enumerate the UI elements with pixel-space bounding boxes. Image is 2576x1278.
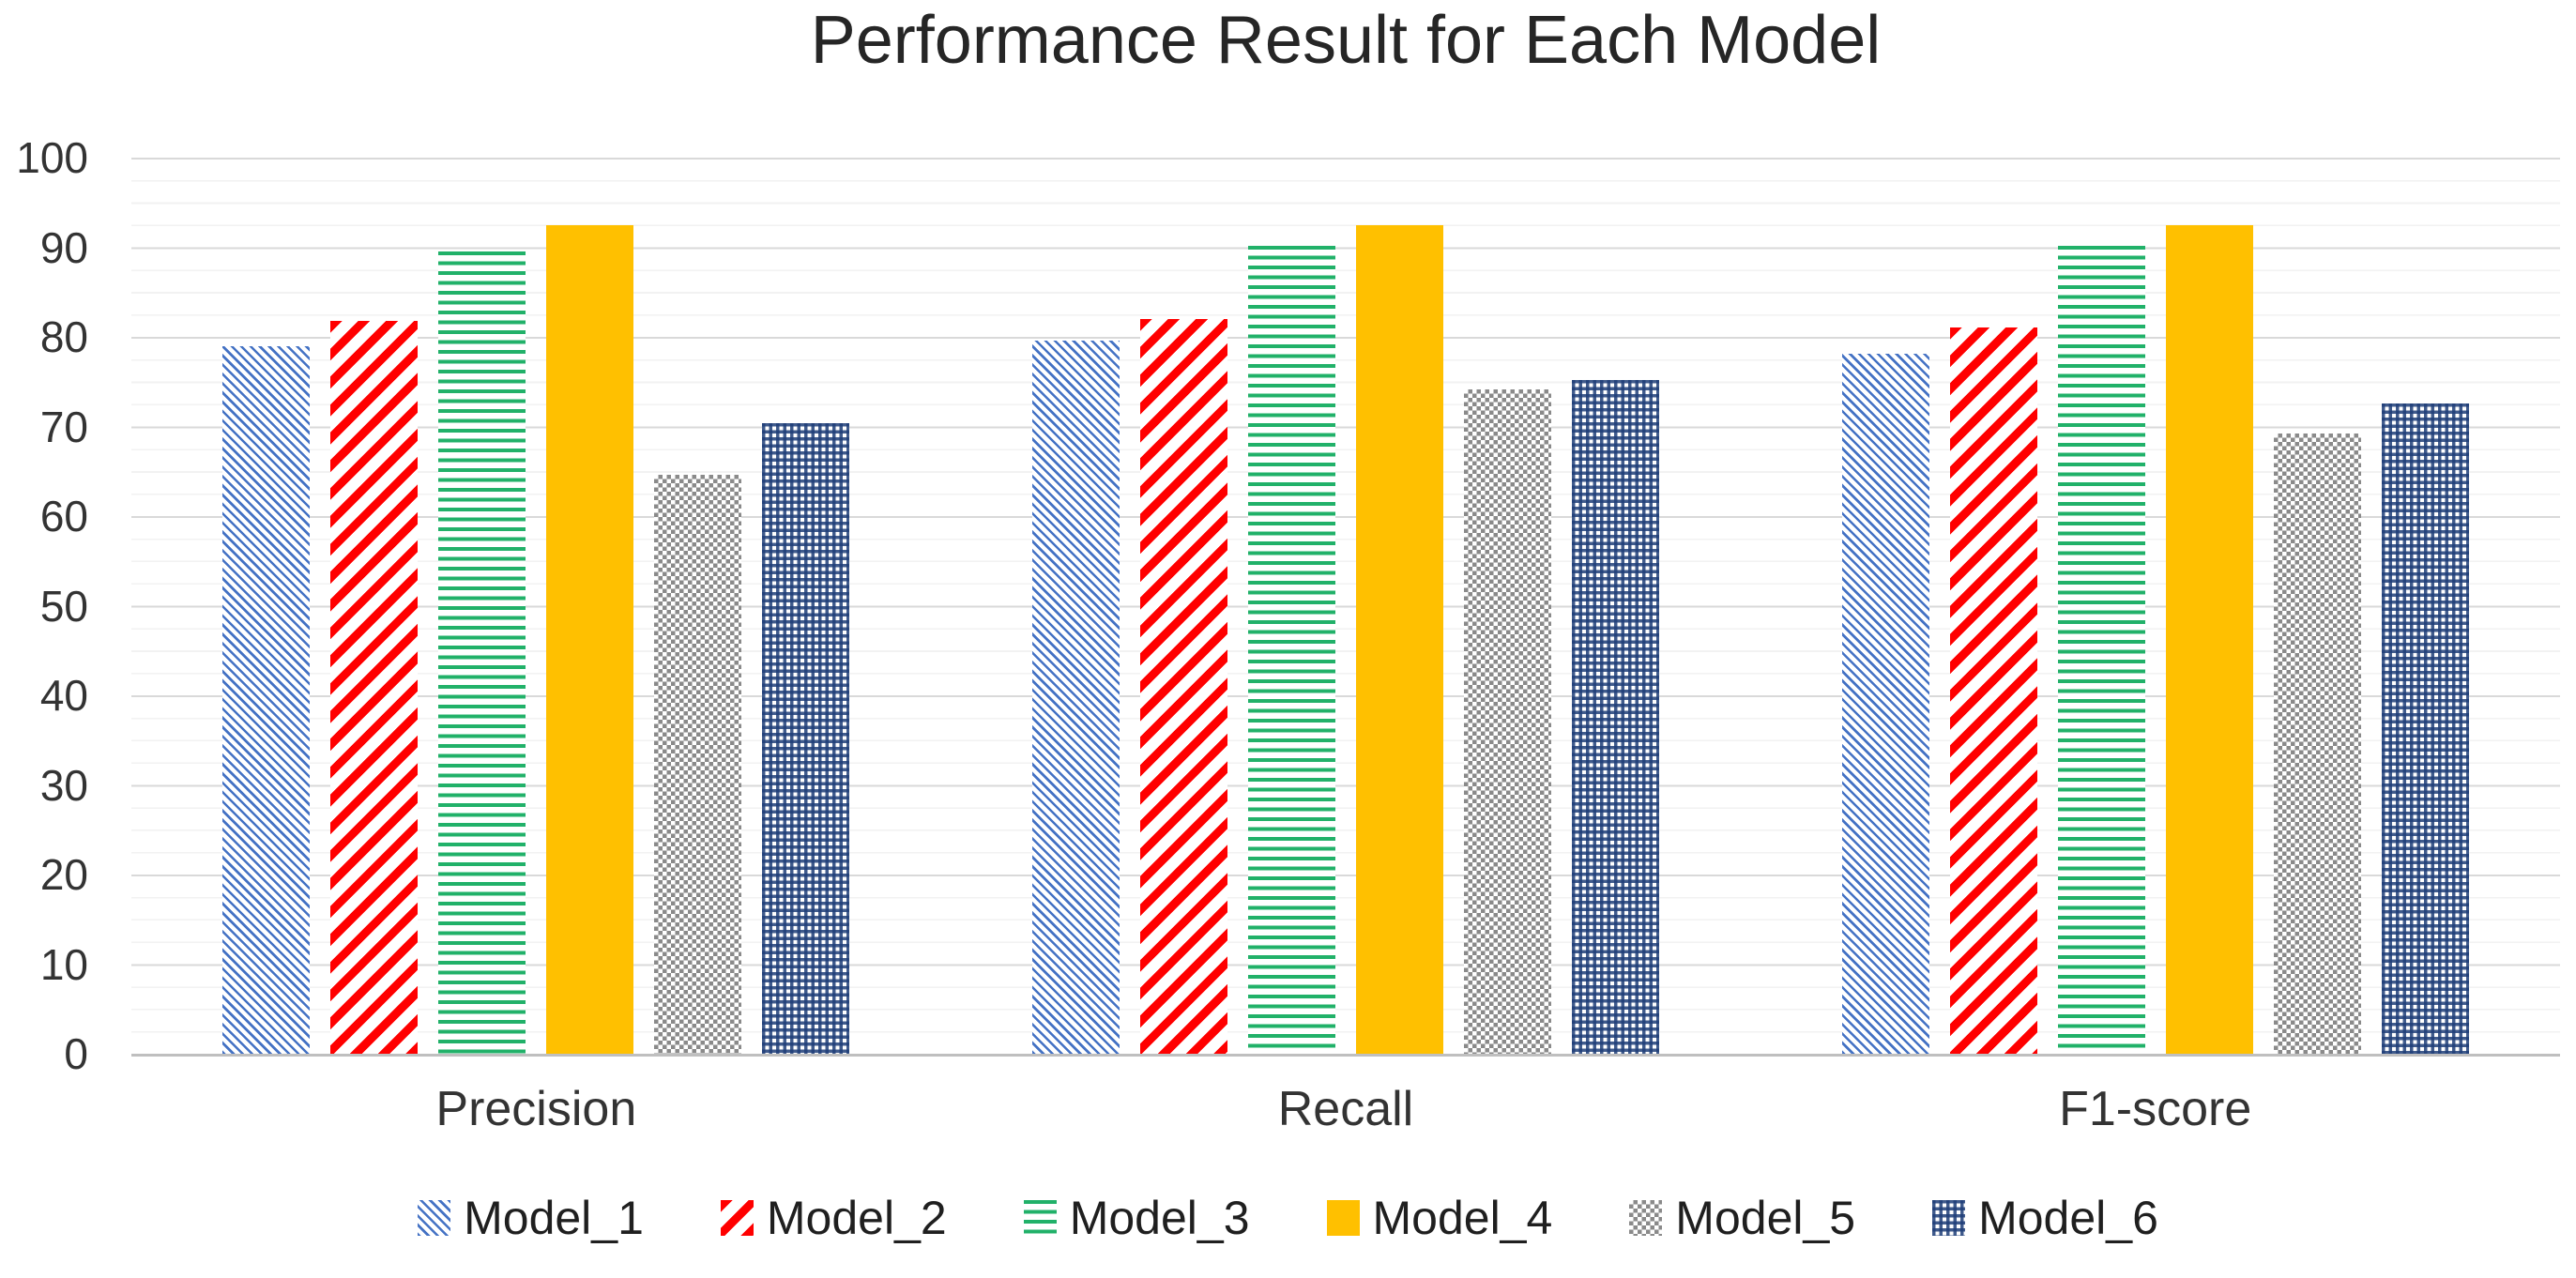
bar-model_6-precision [762, 422, 850, 1054]
legend-label-model_1: Model_1 [464, 1192, 644, 1244]
y-tick-label-100: 100 [16, 133, 88, 182]
y-tick-label-40: 40 [39, 671, 88, 720]
bar-model_1-f1-score [1841, 354, 1929, 1054]
legend-label-model_5: Model_5 [1675, 1192, 1856, 1244]
bar-model_2-precision [330, 320, 419, 1054]
y-tick-label-30: 30 [39, 760, 88, 810]
y-tick-label-0: 0 [64, 1029, 88, 1078]
legend-label-model_4: Model_4 [1372, 1192, 1553, 1244]
bar-model_4-recall [1356, 224, 1443, 1054]
legend-swatch-model_1 [418, 1200, 451, 1236]
legend-swatch-model_5 [1629, 1200, 1663, 1236]
legend: Model_1 Model_2 Model_3 Model_4 Model_5 Model… [0, 1190, 2576, 1246]
y-tick-label-70: 70 [39, 402, 88, 451]
x-category-label-precision: Precision [435, 1082, 637, 1136]
legend-label-model_6: Model_6 [1978, 1192, 2158, 1244]
bar-model_4-precision [546, 224, 634, 1054]
bar-model_3-f1-score [2057, 245, 2145, 1054]
bar-model_3-precision [438, 251, 526, 1054]
legend-item-model_4: Model_4 [1326, 1190, 1553, 1246]
legend-label-model_3: Model_3 [1069, 1192, 1250, 1244]
bar-model_3-recall [1248, 245, 1335, 1054]
bar-model_4-f1-score [2165, 224, 2253, 1054]
bar-model_6-f1-score [2381, 403, 2469, 1054]
plot-area [131, 158, 2560, 1057]
legend-item-model_6: Model_6 [1932, 1190, 2158, 1246]
legend-item-model_3: Model_3 [1023, 1190, 1250, 1246]
legend-swatch-model_3 [1023, 1200, 1057, 1236]
legend-item-model_5: Model_5 [1629, 1190, 1855, 1246]
bar-model_1-recall [1032, 340, 1120, 1054]
bar-model_5-recall [1464, 389, 1551, 1054]
legend-swatch-model_2 [720, 1200, 754, 1236]
legend-swatch-model_6 [1932, 1200, 1966, 1236]
legend-item-model_1: Model_1 [418, 1190, 644, 1246]
chart-title: Performance Result for Each Model [810, 3, 1882, 78]
y-tick-label-80: 80 [39, 312, 88, 361]
bar-model_6-recall [1572, 379, 1659, 1054]
x-category-label-f1-score: F1-score [2059, 1082, 2252, 1136]
bar-model_2-recall [1140, 318, 1227, 1054]
bar-model_2-f1-score [1949, 327, 2037, 1054]
y-tick-label-10: 10 [39, 939, 88, 989]
bar-model_5-f1-score [2273, 434, 2361, 1054]
y-tick-label-60: 60 [39, 492, 88, 540]
bar-model_5-precision [654, 475, 742, 1054]
y-tick-label-50: 50 [39, 581, 88, 631]
x-category-label-recall: Recall [1277, 1082, 1414, 1136]
y-tick-label-90: 90 [39, 222, 88, 272]
legend-swatch-model_4 [1326, 1200, 1360, 1236]
y-tick-label-20: 20 [39, 850, 88, 899]
legend-label-model_2: Model_2 [766, 1192, 947, 1244]
legend-item-model_2: Model_2 [720, 1190, 947, 1246]
bar-model_1-precision [222, 345, 311, 1054]
